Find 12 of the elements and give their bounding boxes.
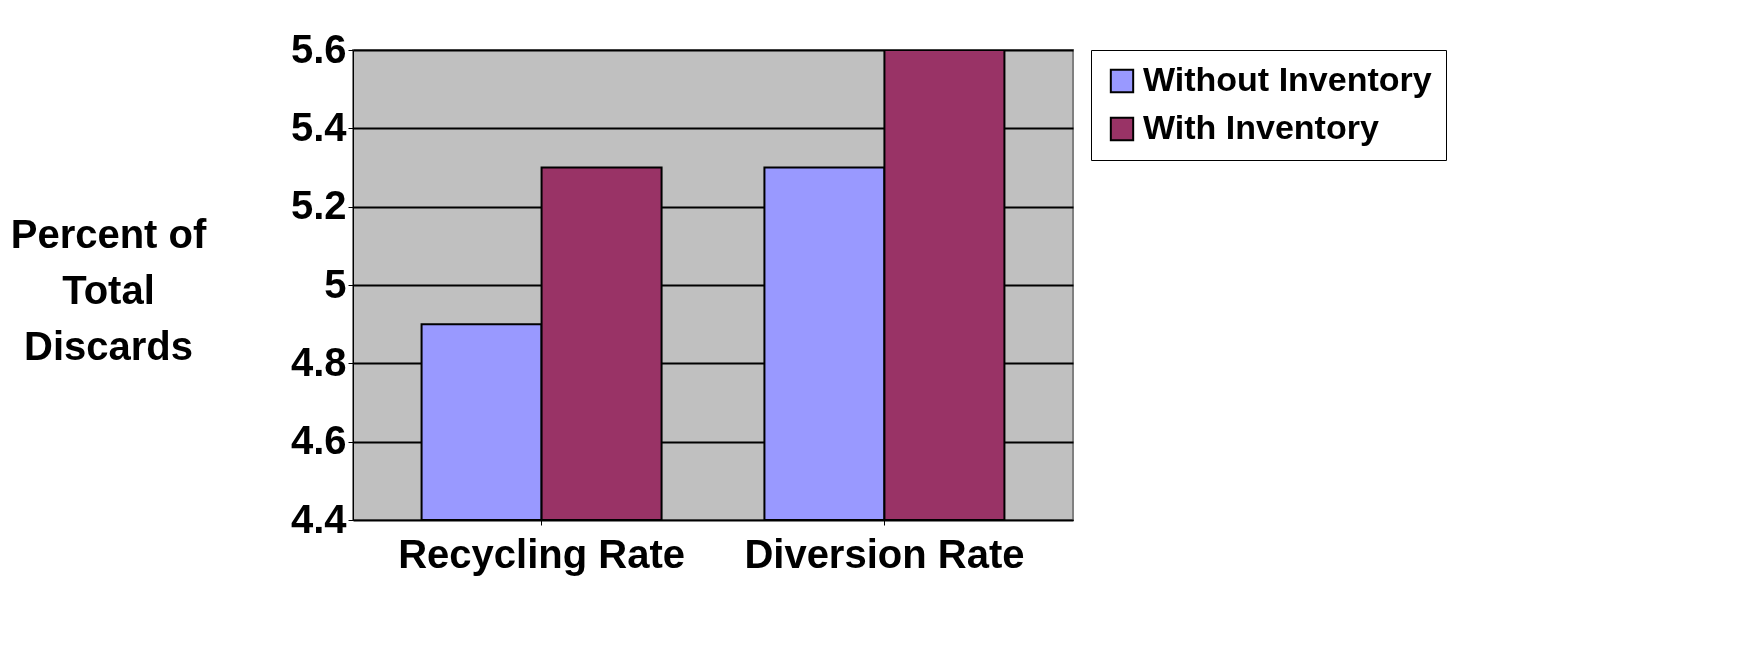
y-tick-label: 5.6 bbox=[290, 26, 347, 71]
y-tick-label: 5.2 bbox=[290, 183, 347, 228]
y-tick-label: 4.6 bbox=[290, 418, 347, 463]
legend-label: With Inventory bbox=[1143, 108, 1379, 146]
x-tick-label: Recycling Rate bbox=[398, 531, 685, 576]
y-tick-label: 5.4 bbox=[290, 104, 348, 149]
legend-label: Without Inventory bbox=[1143, 60, 1432, 98]
y-tick-label: 5 bbox=[324, 261, 347, 306]
y-axis-title: Percent of Total Discards bbox=[10, 211, 207, 368]
y-tick-label: 4.4 bbox=[290, 496, 348, 541]
x-tick-label: Diversion Rate bbox=[744, 531, 1025, 576]
y-tick-label: 4.8 bbox=[290, 339, 347, 384]
